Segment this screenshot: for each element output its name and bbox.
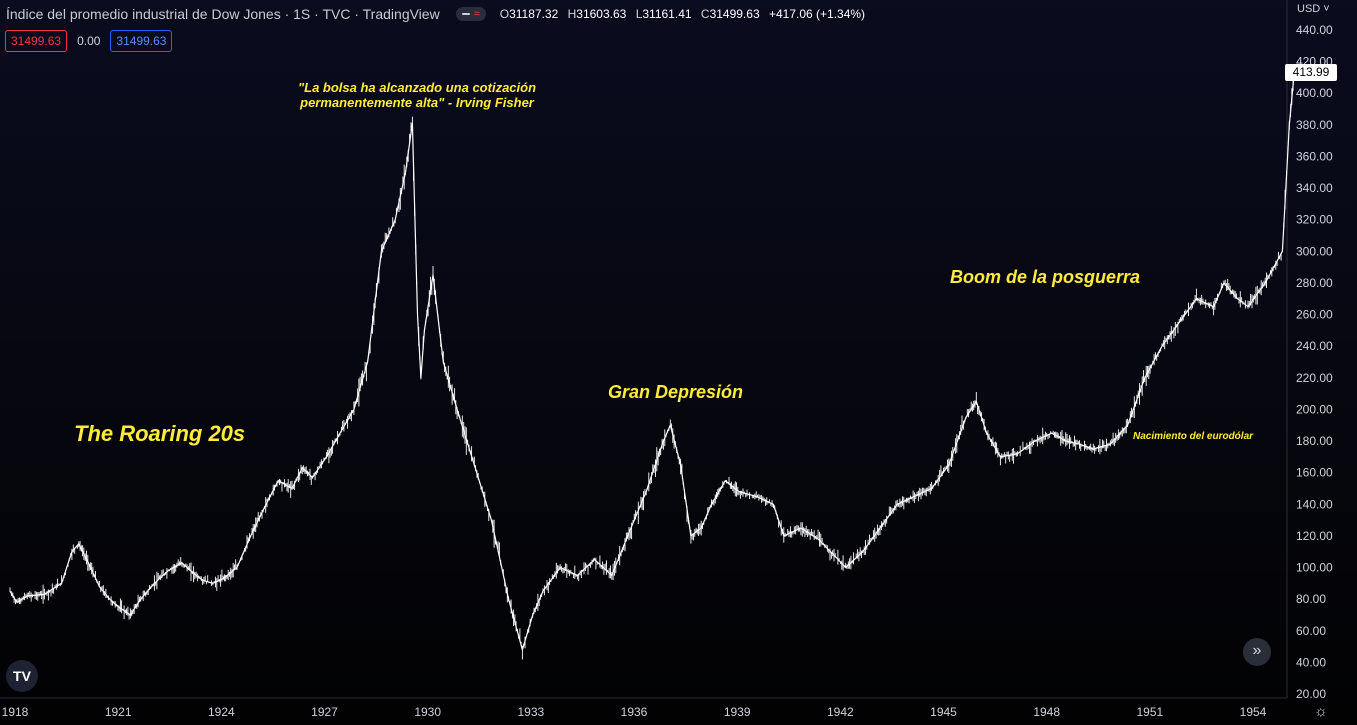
x-tick-label: 1924 [208,705,235,719]
double-chevron-right-icon: » [1252,642,1262,659]
x-tick-label: 1948 [1033,705,1060,719]
tradingview-logo-icon[interactable]: TV [6,660,38,692]
series-visibility-toggle[interactable]: ≈ [455,7,486,21]
high-value: 31603.63 [576,7,627,21]
x-tick-label: 1930 [414,705,441,719]
currency-label: USD [1297,3,1321,15]
y-tick-label: 360.00 [1296,149,1333,163]
y-tick-label: 220.00 [1296,371,1333,385]
y-tick-label: 260.00 [1296,308,1333,322]
y-tick-label: 340.00 [1296,181,1333,195]
time-axis[interactable]: 1918 1921 1924 1927 1930 1933 1936 1939 1942 1945… [2,705,1267,719]
logo-text: TV [13,668,31,684]
price-line [9,71,1295,651]
annotations: "La bolsa ha alcanzado una cotización pe… [74,80,1254,446]
close-label: C [700,7,710,21]
change-value: +417.06 (+1.34%) [768,7,866,21]
x-tick-label: 1927 [311,705,338,719]
chevron-down-icon: ˅ [1323,3,1330,15]
y-tick-label: 140.00 [1296,497,1333,511]
y-tick-label: 400.00 [1296,86,1333,100]
symbol-title[interactable]: Índice del promedio industrial de Dow Jo… [6,6,440,22]
trade-badges: 31499.63 0.00 31499.63 [5,30,173,52]
x-tick-label: 1936 [621,705,648,719]
x-tick-label: 1954 [1240,705,1267,719]
gear-icon[interactable]: ☼ [1314,703,1328,720]
y-tick-label: 320.00 [1296,213,1333,227]
open-label: O [499,7,510,21]
ohlc-values: O31187.32 H31603.63 L31161.41 C31499.63 … [500,7,865,21]
y-tick-label: 200.00 [1296,402,1333,416]
x-tick-label: 1921 [105,705,132,719]
y-tick-label: 300.00 [1296,244,1333,258]
high-label: H [567,7,577,21]
y-tick-label: 120.00 [1296,529,1333,543]
price-axis[interactable]: 20.00 40.00 60.00 80.00 100.00 120.00 140.00 16… [1296,23,1333,701]
dash-icon [461,13,470,15]
scroll-to-realtime-button[interactable]: » [1243,638,1271,666]
x-tick-label: 1942 [827,705,854,719]
open-value: 31187.32 [509,7,559,21]
y-tick-label: 60.00 [1296,624,1326,638]
x-tick-label: 1918 [2,705,29,719]
spread-value: 0.00 [77,34,101,48]
annotation-boom-posguerra: Boom de la posguerra [950,267,1140,287]
annotation-eurodolar: Nacimiento del eurodólar [1133,431,1254,442]
x-tick-label: 1951 [1136,705,1163,719]
last-price-label: 413.99 [1285,64,1337,81]
sell-price-badge[interactable]: 31499.63 [5,30,68,52]
y-tick-label: 100.00 [1296,561,1333,575]
y-tick-label: 440.00 [1296,23,1333,37]
low-value: 31161.41 [642,7,692,21]
x-tick-label: 1945 [930,705,957,719]
x-tick-label: 1933 [517,705,544,719]
price-series [9,71,1295,660]
y-tick-label: 180.00 [1296,434,1333,448]
low-label: L [635,7,643,21]
y-tick-label: 80.00 [1296,592,1326,606]
x-tick-label: 1939 [724,705,751,719]
annotation-roaring-20s: The Roaring 20s [74,421,245,446]
close-value: 31499.63 [709,7,760,21]
wave-icon: ≈ [473,8,480,20]
y-tick-label: 40.00 [1296,655,1326,669]
y-tick-label: 160.00 [1296,466,1333,480]
currency-selector[interactable]: USD ˅ [1297,3,1330,15]
y-tick-label: 240.00 [1296,339,1333,353]
chart-header: Índice del promedio industrial de Dow Jo… [6,4,865,24]
weekly-bars [9,74,1294,660]
annotation-gran-depresion: Gran Depresión [608,382,743,402]
annotation-quote-line1: "La bolsa ha alcanzado una cotización [298,80,536,95]
buy-price-badge[interactable]: 31499.63 [110,30,173,52]
y-tick-label: 380.00 [1296,118,1333,132]
annotation-quote-line2: permanentemente alta" - Irving Fisher [299,95,535,110]
y-tick-label: 280.00 [1296,276,1333,290]
y-tick-label: 20.00 [1296,687,1326,701]
